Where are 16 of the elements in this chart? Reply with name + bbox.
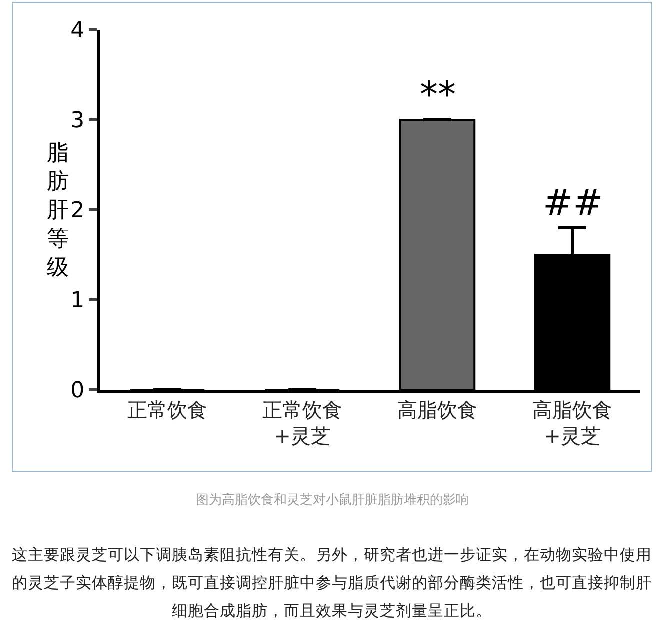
text: 这主要跟灵芝可以下调胰岛素阻抗性有关。另外，研究者也进一步证实，在动物实验中使用 [12, 546, 652, 564]
y-tick-label: 4 [70, 18, 85, 44]
text: 的灵芝子实体醇提物，既可直接调控肝脏中参与脂质代谢的部分酶类活性，也可直接抑制肝 [12, 574, 652, 592]
annotation: ## [543, 183, 604, 224]
y-tick-label: 0 [70, 378, 85, 404]
y-axis-title: 脂肪肝等级 [47, 141, 69, 280]
y-tick-label: 3 [70, 108, 85, 134]
annotation: ** [420, 75, 456, 116]
x-tick-label: 正常饮食 +灵芝 [262, 398, 342, 448]
x-tick-label: 正常饮食 [128, 398, 208, 422]
y-tick-label: 2 [70, 198, 85, 224]
text: 细胞合成脂肪，而且效果与灵芝剂量呈正比。 [172, 602, 492, 620]
y-tick-label: 1 [70, 288, 85, 314]
text: 图为高脂饮食和灵芝对小鼠肝脏脂肪堆积的影响 [196, 492, 469, 508]
x-tick-label: 高脂饮食 +灵芝 [532, 398, 612, 448]
x-tick-label: 高脂饮食 [398, 398, 478, 422]
